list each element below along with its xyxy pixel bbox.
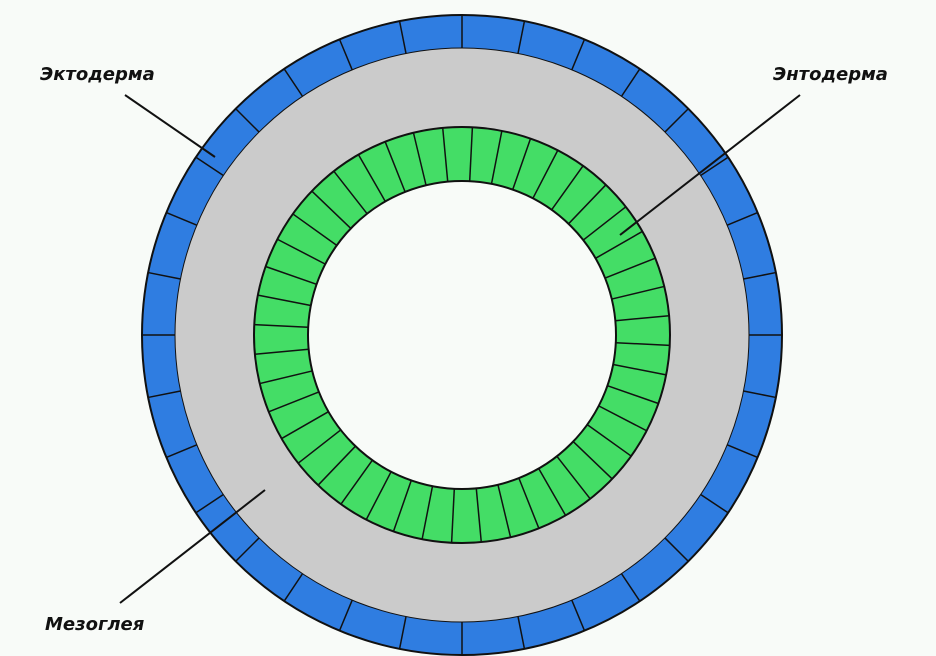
cell-border [475,488,483,543]
cell-border [567,184,607,225]
cell-border [538,468,567,516]
cell-border [277,238,326,265]
cell-border [441,127,449,182]
cell-border [166,211,198,226]
cell-border [311,190,352,230]
pointer-line [119,489,266,604]
cell-border [726,211,758,226]
cell-borders [142,15,782,655]
cell-border [595,230,643,259]
label-endoderm: Энтодерма [773,64,888,85]
cell-border [497,484,512,538]
cell-border [743,390,776,399]
cell-border [166,444,198,459]
cell-border [148,271,181,280]
cell-border [235,108,260,133]
cell-border [598,405,647,432]
cell-border [620,573,641,602]
cell-border [532,150,559,199]
cell-border [148,390,181,399]
cell-border [664,108,689,133]
cell-border [571,39,586,71]
cell-border [586,424,632,457]
cell-border [700,493,729,514]
cell-border [517,21,526,54]
cell-border [357,154,386,202]
cell-border [297,429,342,464]
cell-border [412,132,427,186]
cell-border [340,459,373,505]
cell-border [392,480,412,532]
cell-border [490,130,503,184]
cell-border [195,493,224,514]
cell-border [421,486,434,540]
cell-border [615,314,670,322]
cell-border [551,165,584,211]
cell-border [268,391,320,413]
cell-border [518,477,540,529]
cell-border [450,488,456,543]
cell-border [611,285,665,300]
cell-border [572,440,613,480]
cell-border [468,127,474,182]
cell-border [317,445,357,486]
cell-border [338,599,353,631]
cell-border [254,323,309,329]
cell-border [259,370,313,385]
cell-border [613,363,667,376]
cell-border [398,21,407,54]
cell-border [517,616,526,649]
cell-border [283,573,304,602]
cell-border [195,156,224,177]
cell-border [257,294,311,307]
cell-border [254,348,309,356]
pointer-line [619,94,801,236]
cell-border [292,213,338,246]
label-mesoglea: Мезоглея [45,614,145,635]
cell-border [235,537,260,562]
cell-border [664,537,689,562]
cell-border [607,385,659,405]
cell-border [333,170,368,215]
cell-border [281,411,329,440]
cell-border [512,138,532,190]
cell-border [743,271,776,280]
cell-border [571,599,586,631]
cell-border [556,455,591,500]
cell-border [604,257,656,279]
pointer-line [124,94,216,158]
cell-border [384,141,406,193]
cell-border [338,39,353,71]
cell-border [615,341,670,347]
cavity [307,180,617,490]
cell-border [700,156,729,177]
cell-border [398,616,407,649]
label-ectoderm: Эктодерма [40,64,155,85]
cell-border [726,444,758,459]
cell-border [582,206,627,241]
cell-border [265,265,317,285]
cell-border [283,68,304,97]
cell-border [620,68,641,97]
cell-border [365,471,392,520]
